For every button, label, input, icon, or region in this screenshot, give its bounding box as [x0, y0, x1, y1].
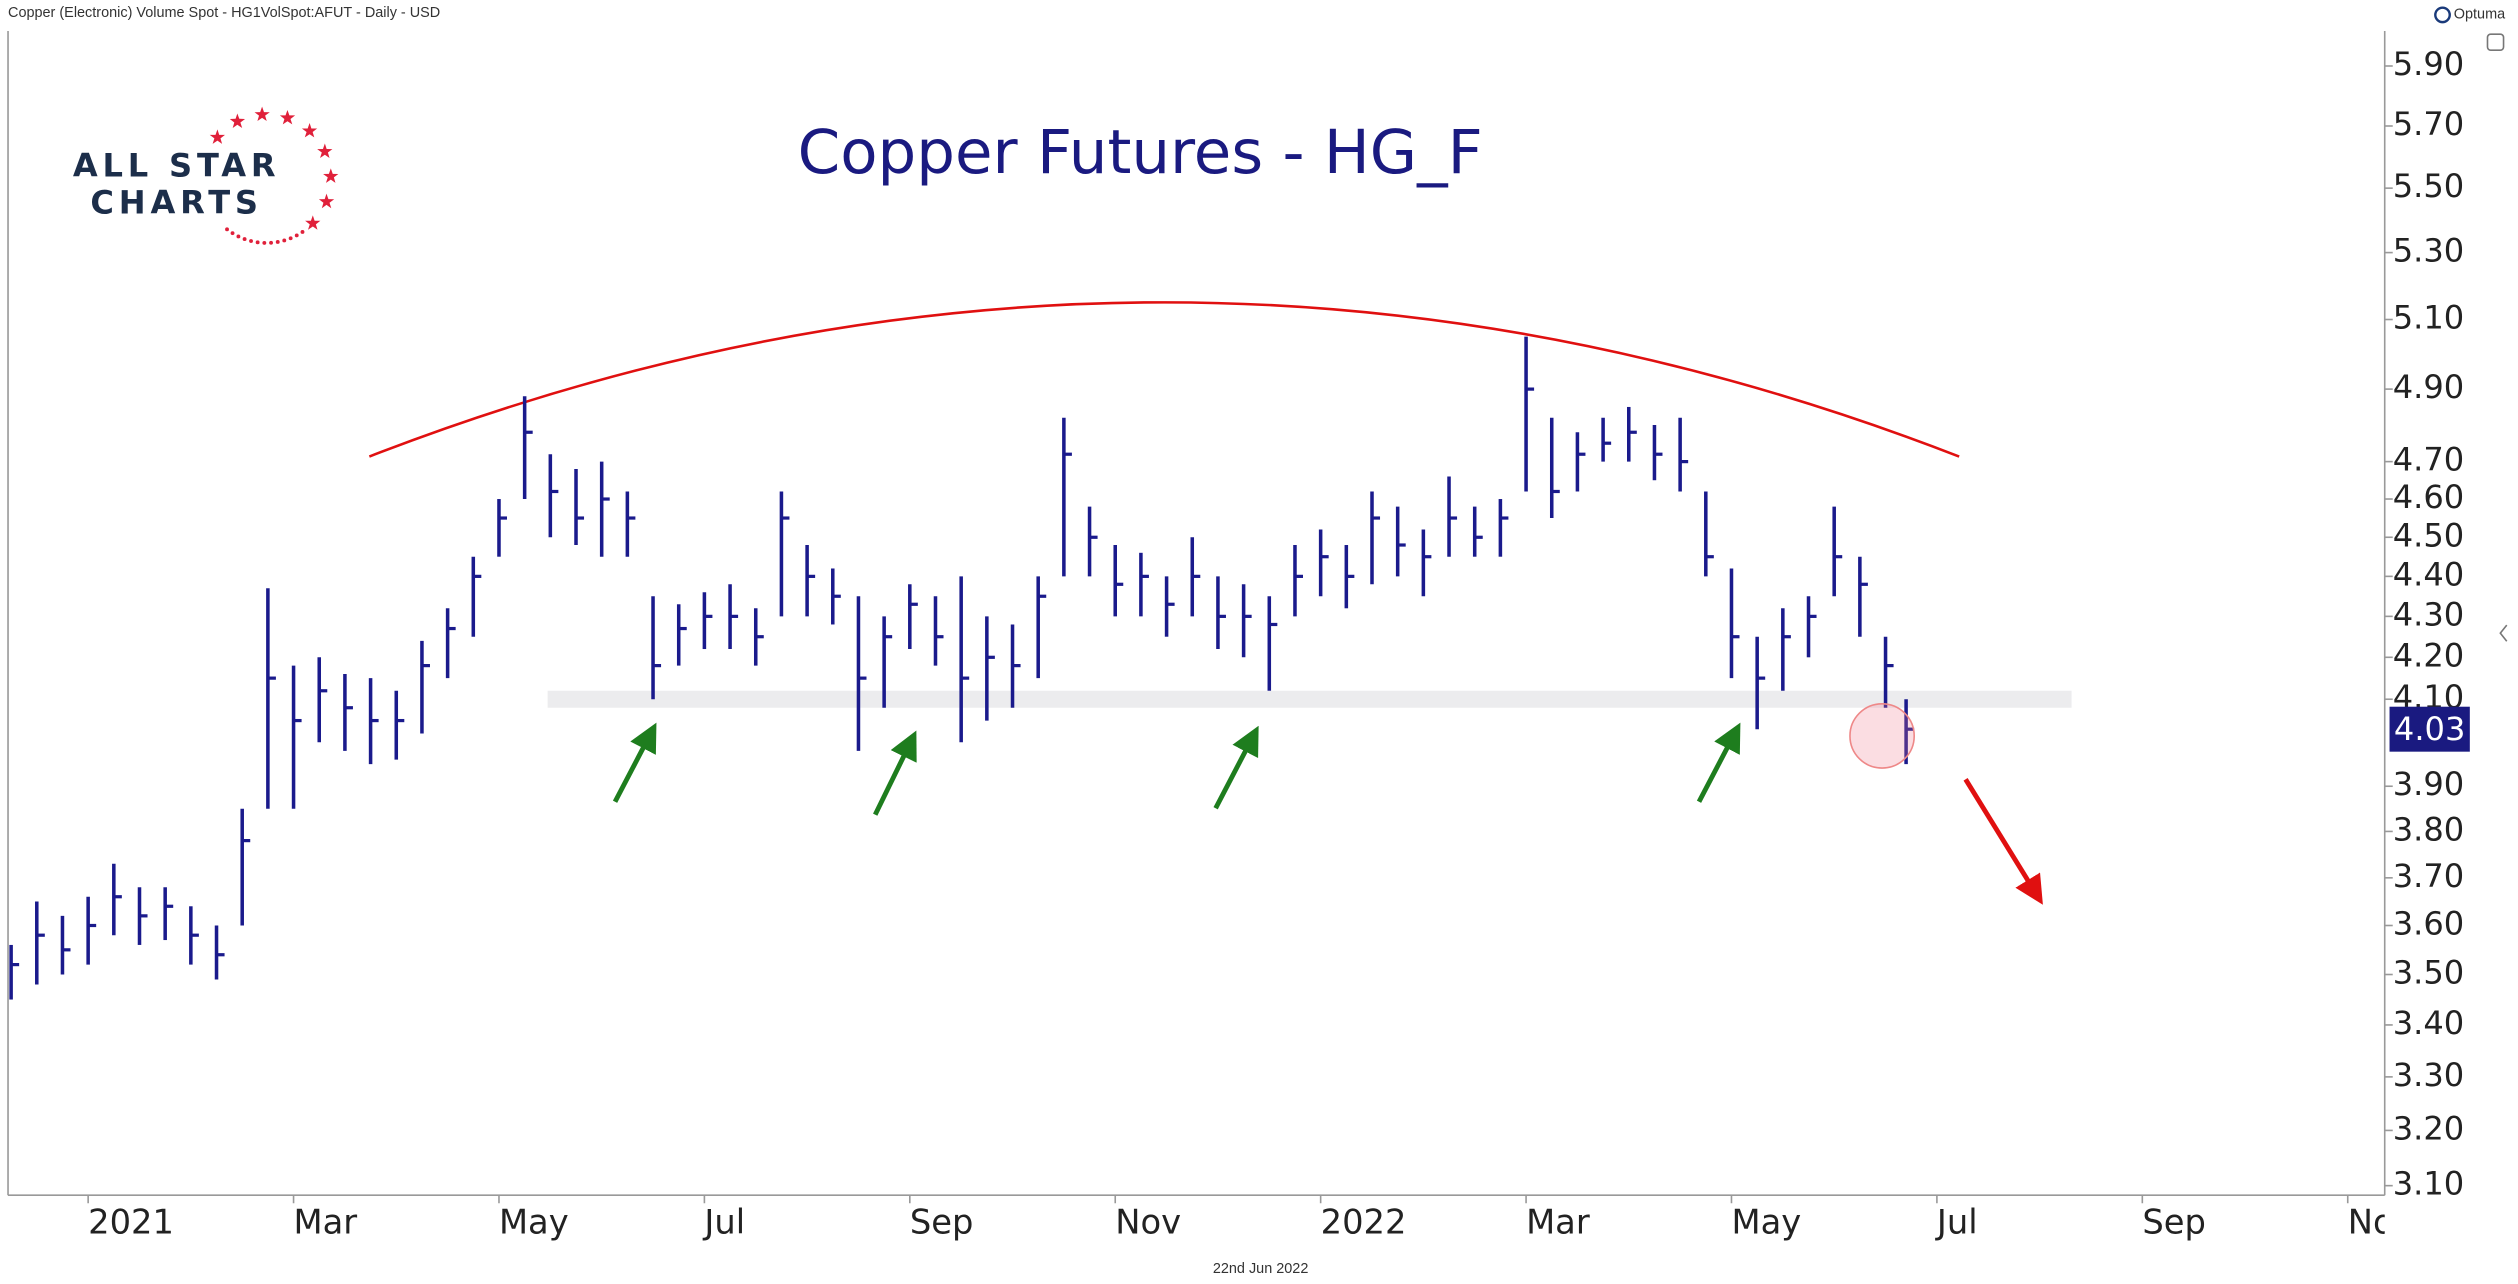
- y-tick-label: 5.90: [2393, 45, 2464, 83]
- red-arrow: [1963, 778, 2043, 905]
- logo-dot: [242, 237, 247, 241]
- price-bars: [9, 336, 1915, 1000]
- x-tick-label: Mar: [294, 1203, 358, 1242]
- y-tick-label: 3.40: [2393, 1004, 2464, 1042]
- logo-dot: [275, 240, 280, 244]
- x-tick-label: Nov: [1115, 1203, 1181, 1242]
- logo-star: [229, 113, 246, 128]
- logo-dot: [282, 238, 287, 243]
- green-arrow: [1696, 722, 1741, 803]
- y-tick-label: 5.70: [2393, 105, 2464, 143]
- x-tick-label: Jul: [702, 1203, 745, 1242]
- logo-star: [301, 122, 318, 138]
- logo-star: [254, 106, 270, 122]
- logo-dot: [262, 240, 267, 245]
- y-tick-label: 3.60: [2393, 904, 2464, 942]
- x-tick-label: 2022: [1321, 1203, 1407, 1242]
- last-price-box: [2389, 706, 2470, 752]
- logo-star: [318, 193, 335, 209]
- logo-dot: [300, 230, 305, 234]
- y-tick-label: 4.90: [2393, 368, 2464, 406]
- rounding-top-arc: [368, 301, 1960, 458]
- logo-dot: [225, 227, 229, 232]
- y-tick-label: 4.20: [2393, 636, 2464, 674]
- logo-star: [209, 129, 225, 144]
- logo-text: CHARTS: [90, 183, 263, 221]
- y-tick-label: 4.50: [2393, 516, 2464, 554]
- x-axis-labels: 2021 Mar May Jul Sep Nov 2022 Mar May Jul Sep Nov: [88, 1203, 2414, 1242]
- y-tick-label: 5.10: [2393, 299, 2464, 337]
- y-tick-label: 3.20: [2393, 1109, 2464, 1147]
- logo: ALL STAR CHARTS: [73, 106, 339, 245]
- source-label: Copper (Electronic) Volume Spot - HG1Vol…: [8, 5, 440, 21]
- y-tick-label: 4.40: [2393, 555, 2464, 593]
- x-tick-label: May: [1731, 1203, 1801, 1242]
- y-tick-label: 3.30: [2393, 1056, 2464, 1094]
- logo-star: [317, 143, 333, 158]
- y-tick-label: 4.30: [2393, 595, 2464, 633]
- brand-icon: [2434, 6, 2451, 24]
- x-tick-label: Mar: [1526, 1203, 1590, 1242]
- green-arrow: [612, 722, 657, 803]
- green-arrow: [873, 730, 917, 816]
- logo-dot: [294, 233, 299, 238]
- last-price-label: 4.03: [2394, 710, 2465, 748]
- x-tick-label: Sep: [910, 1203, 974, 1242]
- axes: 3.103.203.303.403.503.603.703.803.904.10…: [87, 45, 2470, 1242]
- logo-dot: [230, 231, 235, 236]
- x-tick-label: Nov: [2348, 1203, 2414, 1242]
- breakdown-circle: [1849, 703, 1915, 769]
- y-tick-label: 3.10: [2393, 1165, 2464, 1203]
- footer-date: 22nd Jun 2022: [1213, 1261, 1309, 1277]
- logo-star: [305, 215, 321, 230]
- logo-text: ALL STAR: [73, 146, 281, 184]
- y-tick-label: 3.50: [2393, 954, 2464, 992]
- logo-dot: [269, 240, 273, 245]
- y-tick-label: 4.70: [2393, 441, 2464, 479]
- lock-icon[interactable]: [2486, 33, 2505, 52]
- x-tick-label: Sep: [2142, 1203, 2206, 1242]
- y-tick-label: 5.30: [2393, 232, 2464, 270]
- y-tick-label: 5.50: [2393, 167, 2464, 205]
- y-tick-label: 4.60: [2393, 478, 2464, 516]
- x-tick-label: Jul: [1935, 1203, 1978, 1242]
- y-tick-label: 3.70: [2393, 857, 2464, 895]
- logo-dot: [249, 239, 253, 243]
- x-tick-label: 2021: [88, 1203, 174, 1242]
- logo-dot: [288, 236, 293, 241]
- brand: Optuma: [2454, 7, 2506, 23]
- logo-star: [279, 109, 296, 125]
- logo-star: [323, 168, 339, 183]
- support-zone: [547, 690, 2072, 708]
- logo-dot: [255, 240, 260, 245]
- logo-dot: [236, 234, 241, 239]
- chart-title: Copper Futures - HG_F: [798, 117, 1483, 188]
- support-zone-group: [547, 690, 2072, 708]
- collapse-handle[interactable]: [2499, 624, 2508, 642]
- green-arrow: [1213, 725, 1259, 810]
- y-tick-label: 3.90: [2393, 765, 2464, 803]
- y-tick-label: 3.80: [2393, 810, 2464, 848]
- x-tick-label: May: [499, 1203, 569, 1242]
